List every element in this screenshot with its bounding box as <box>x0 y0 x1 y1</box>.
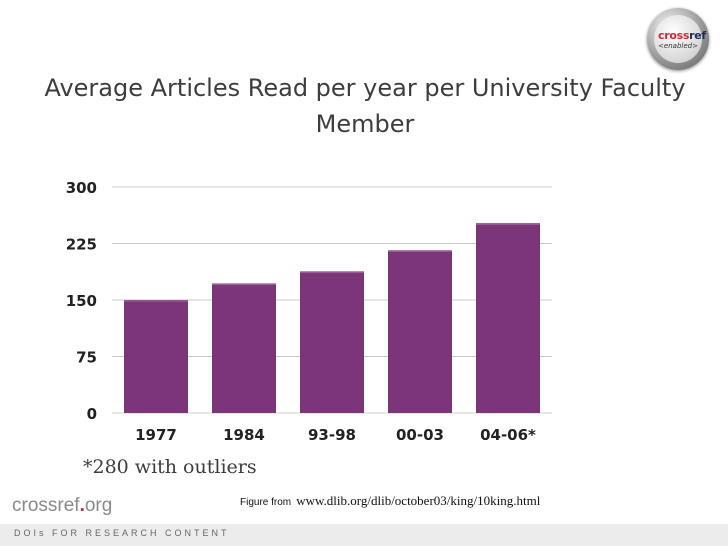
x-tick-label-93-98: 93-98 <box>308 426 356 444</box>
y-tick-label-150: 150 <box>66 292 97 310</box>
badge-enabled-label: <enabled> <box>658 42 698 50</box>
y-tick-label-75: 75 <box>76 349 97 367</box>
bar-04-06* <box>476 223 540 413</box>
bar-1984 <box>212 283 276 413</box>
badge-logo-wordmark: crossref <box>658 29 706 42</box>
footer-bar <box>0 524 728 546</box>
crossref-enabled-badge: crossref <enabled> <box>647 8 709 70</box>
bar-1977 <box>124 300 188 413</box>
footer-tagline: DOIs FOR RESEARCH CONTENT <box>14 528 230 538</box>
slide-title-line-1: Average Articles Read per year per Unive… <box>44 74 686 102</box>
caption-source-url: www.dlib.org/dlib/october03/king/10king.… <box>296 493 541 508</box>
crossref-org-logo: crossref.org <box>12 495 113 516</box>
footnote-outliers: *280 with outliers <box>83 456 257 478</box>
y-tick-label-225: 225 <box>66 236 97 254</box>
bar-93-98 <box>300 271 364 413</box>
bar-00-03 <box>388 250 452 413</box>
badge-inner-circle: crossref <enabled> <box>654 15 706 63</box>
x-tick-label-1984: 1984 <box>223 426 265 444</box>
x-tick-label-1977: 1977 <box>135 426 177 444</box>
x-tick-label-04-06*: 04-06* <box>480 426 536 444</box>
x-tick-label-00-03: 00-03 <box>396 426 444 444</box>
slide-title: Average Articles Read per year per Unive… <box>40 70 690 142</box>
y-tick-label-300: 300 <box>66 179 97 197</box>
caption-prefix: Figure from <box>240 497 292 508</box>
figure-caption: Figure from www.dlib.org/dlib/october03/… <box>240 490 540 509</box>
y-tick-label-0: 0 <box>87 405 97 423</box>
slide-title-line-2: Member <box>315 110 415 138</box>
